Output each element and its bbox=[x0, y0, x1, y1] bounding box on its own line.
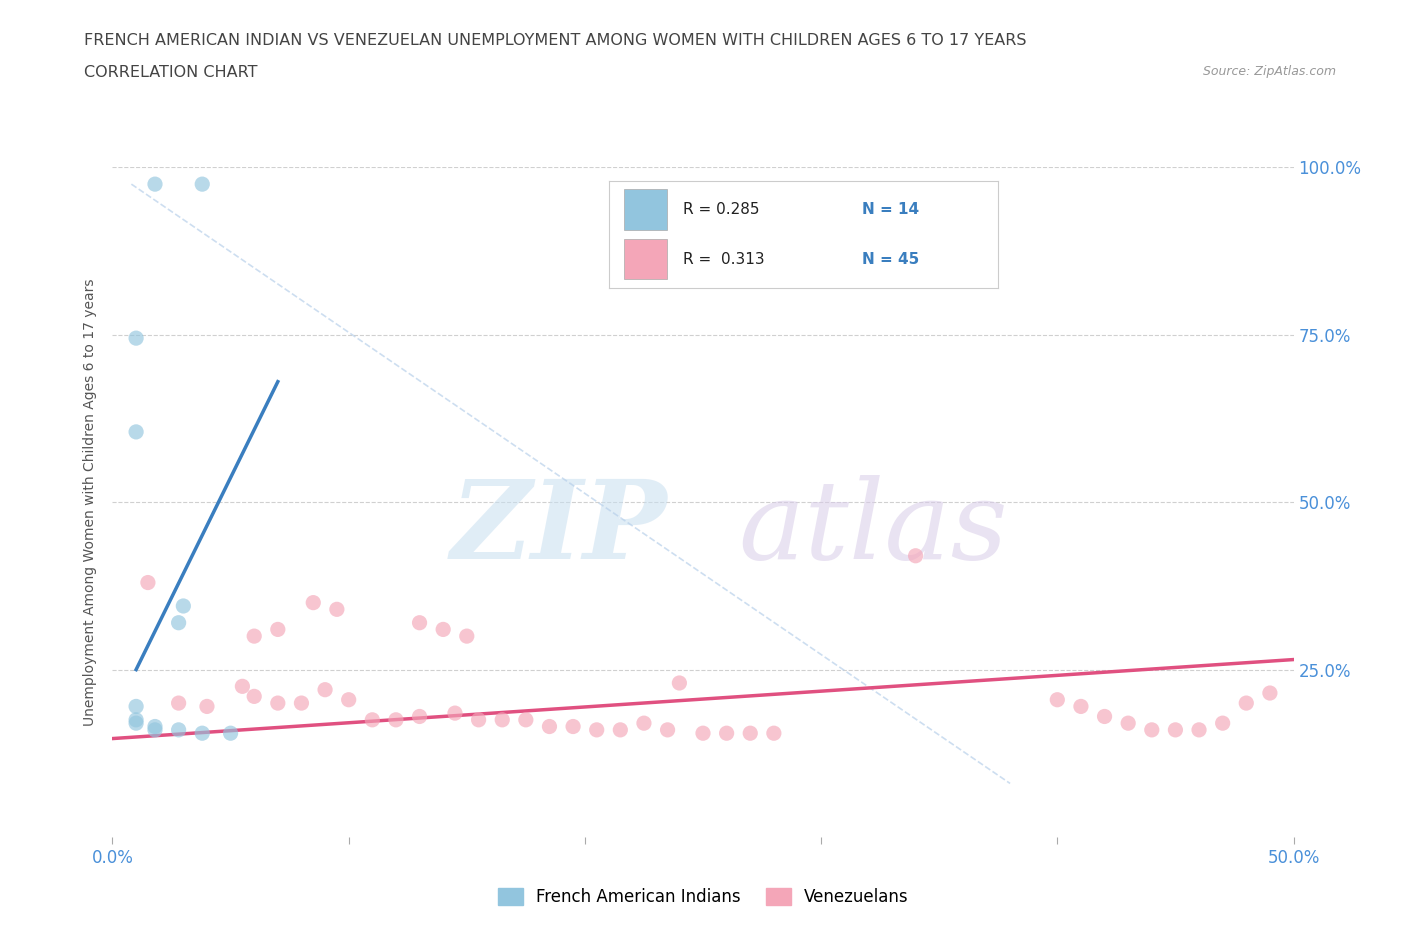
Point bbox=[267, 696, 290, 711]
Point bbox=[467, 712, 489, 727]
Point bbox=[657, 723, 679, 737]
Point bbox=[515, 712, 537, 727]
Point bbox=[243, 689, 266, 704]
Point bbox=[1140, 723, 1163, 737]
Point bbox=[444, 706, 467, 721]
Point bbox=[167, 616, 190, 631]
Point bbox=[1070, 699, 1092, 714]
Point bbox=[1116, 716, 1139, 731]
Point bbox=[585, 723, 607, 737]
Point bbox=[191, 725, 214, 740]
Legend: French American Indians, Venezuelans: French American Indians, Venezuelans bbox=[491, 881, 915, 912]
Point bbox=[692, 725, 714, 740]
Text: ZIP: ZIP bbox=[451, 475, 668, 583]
Point bbox=[195, 699, 218, 714]
Text: atlas: atlas bbox=[738, 475, 1008, 583]
Point bbox=[1234, 696, 1257, 711]
Point bbox=[456, 629, 478, 644]
Point bbox=[136, 575, 159, 590]
Point bbox=[740, 725, 762, 740]
Point bbox=[191, 177, 214, 192]
Point bbox=[361, 712, 384, 727]
Point bbox=[290, 696, 312, 711]
Point bbox=[125, 424, 148, 439]
Point bbox=[302, 595, 325, 610]
Point bbox=[1094, 709, 1116, 724]
Point bbox=[562, 719, 585, 734]
Point bbox=[267, 622, 290, 637]
Point bbox=[337, 692, 360, 707]
Point bbox=[1212, 716, 1234, 731]
Point bbox=[143, 177, 166, 192]
Point bbox=[408, 616, 430, 631]
Point bbox=[538, 719, 561, 734]
Point bbox=[668, 675, 690, 690]
Point bbox=[125, 699, 148, 714]
Point bbox=[143, 719, 166, 734]
Point bbox=[125, 716, 148, 731]
Point bbox=[633, 716, 655, 731]
Point bbox=[904, 549, 927, 564]
Point bbox=[125, 331, 148, 346]
Point bbox=[167, 723, 190, 737]
Point bbox=[432, 622, 454, 637]
Point bbox=[1188, 723, 1211, 737]
Y-axis label: Unemployment Among Women with Children Ages 6 to 17 years: Unemployment Among Women with Children A… bbox=[83, 278, 97, 726]
Point bbox=[143, 723, 166, 737]
Point bbox=[326, 602, 349, 617]
Point bbox=[172, 599, 194, 614]
Point bbox=[408, 709, 430, 724]
Text: FRENCH AMERICAN INDIAN VS VENEZUELAN UNEMPLOYMENT AMONG WOMEN WITH CHILDREN AGES: FRENCH AMERICAN INDIAN VS VENEZUELAN UNE… bbox=[84, 33, 1026, 47]
Point bbox=[762, 725, 785, 740]
Point bbox=[314, 683, 336, 698]
Point bbox=[385, 712, 408, 727]
Point bbox=[167, 696, 190, 711]
Point bbox=[243, 629, 266, 644]
Point bbox=[231, 679, 253, 694]
Point bbox=[1164, 723, 1187, 737]
Point bbox=[125, 712, 148, 727]
Point bbox=[716, 725, 738, 740]
Point bbox=[1046, 692, 1069, 707]
Point bbox=[219, 725, 242, 740]
Text: Source: ZipAtlas.com: Source: ZipAtlas.com bbox=[1202, 65, 1336, 78]
Point bbox=[491, 712, 513, 727]
Point bbox=[609, 723, 631, 737]
Point bbox=[1258, 685, 1281, 700]
Text: CORRELATION CHART: CORRELATION CHART bbox=[84, 65, 257, 80]
